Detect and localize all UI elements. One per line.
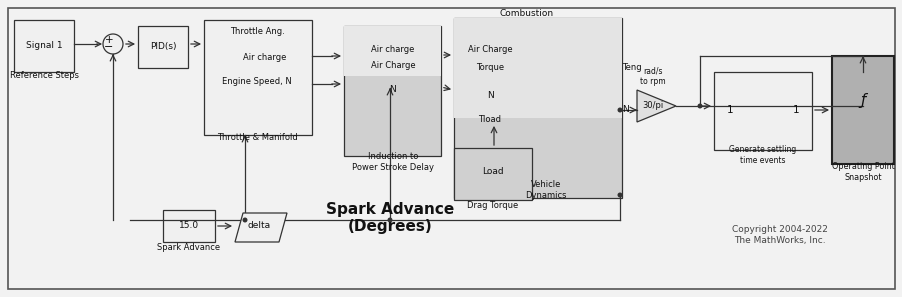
Text: Vehicle
Dynamics: Vehicle Dynamics: [525, 180, 566, 200]
Text: N: N: [486, 91, 492, 99]
Bar: [454, 18, 621, 198]
Bar: [204, 20, 312, 135]
Text: Air charge: Air charge: [371, 45, 414, 55]
Text: 30/pi: 30/pi: [641, 102, 663, 110]
Text: PID(s): PID(s): [150, 42, 176, 51]
Bar: [831, 56, 893, 164]
Text: ƒ: ƒ: [860, 92, 865, 108]
Text: rad/s
to rpm: rad/s to rpm: [640, 66, 665, 86]
Circle shape: [387, 217, 392, 222]
Bar: [344, 26, 440, 156]
Bar: [454, 148, 531, 200]
Text: Operating Point
Snapshot: Operating Point Snapshot: [831, 162, 893, 182]
Circle shape: [617, 192, 621, 198]
Text: 15.0: 15.0: [179, 222, 198, 230]
Text: Engine Speed, N: Engine Speed, N: [222, 78, 291, 86]
Circle shape: [243, 217, 247, 222]
Text: Spark Advance
(Degrees): Spark Advance (Degrees): [326, 202, 454, 234]
Text: N: N: [621, 105, 628, 115]
Text: delta: delta: [247, 222, 271, 230]
Bar: [713, 72, 811, 150]
Text: Copyright 2004-2022
The MathWorks, Inc.: Copyright 2004-2022 The MathWorks, Inc.: [732, 225, 827, 245]
Bar: [344, 26, 440, 76]
Text: Air charge: Air charge: [243, 53, 286, 62]
Bar: [454, 18, 621, 118]
Text: Combustion: Combustion: [500, 10, 554, 18]
Text: Spark Advance: Spark Advance: [157, 244, 220, 252]
Polygon shape: [636, 90, 676, 122]
Text: Throttle & Manifold: Throttle & Manifold: [216, 133, 297, 143]
Polygon shape: [235, 213, 287, 242]
Text: Induction to
Power Stroke Delay: Induction to Power Stroke Delay: [352, 152, 434, 172]
Text: Generate settling
time events: Generate settling time events: [729, 145, 796, 165]
Text: −: −: [105, 42, 114, 52]
Text: N: N: [389, 86, 396, 94]
Text: Reference Steps: Reference Steps: [10, 72, 78, 80]
Text: Tload: Tload: [478, 116, 501, 124]
Bar: [163, 210, 215, 242]
Circle shape: [696, 103, 702, 108]
Text: 1: 1: [792, 105, 798, 115]
Text: Air Charge: Air Charge: [467, 45, 511, 55]
Text: Air Charge: Air Charge: [371, 61, 415, 70]
Text: Load: Load: [482, 168, 503, 176]
Text: 1: 1: [726, 105, 732, 115]
Text: +: +: [105, 35, 113, 45]
Text: Throttle Ang.: Throttle Ang.: [229, 28, 284, 37]
Text: Torque: Torque: [475, 64, 503, 72]
Text: Teng: Teng: [621, 64, 641, 72]
Circle shape: [617, 108, 621, 113]
Bar: [14, 20, 74, 72]
Text: Drag Torque: Drag Torque: [467, 200, 518, 209]
Bar: [138, 26, 188, 68]
Text: Signal 1: Signal 1: [25, 42, 62, 50]
Circle shape: [103, 34, 123, 54]
